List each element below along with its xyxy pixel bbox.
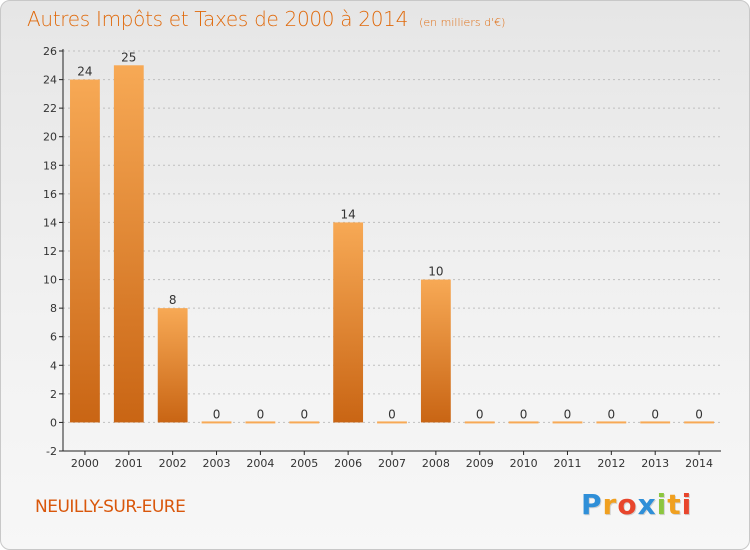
y-tick-label: 22 <box>43 102 57 115</box>
x-tick-label: 2003 <box>203 457 231 470</box>
data-label: 24 <box>77 65 92 79</box>
proxiti-logo: Proxiti <box>581 488 692 521</box>
data-label: 0 <box>651 407 659 421</box>
logo-letter: t <box>667 488 682 521</box>
data-label: 0 <box>520 407 528 421</box>
data-label: 0 <box>300 407 308 421</box>
y-tick-label: 8 <box>50 302 57 315</box>
y-tick-label: 20 <box>43 131 57 144</box>
y-tick-label: 18 <box>43 159 57 172</box>
data-label: 0 <box>213 407 221 421</box>
y-tick-label: 12 <box>43 245 57 258</box>
y-tick-label: 0 <box>50 416 57 429</box>
x-tick-label: 2005 <box>290 457 318 470</box>
data-label: 14 <box>340 207 355 221</box>
logo-letter: i <box>681 488 693 521</box>
y-tick-label: 24 <box>43 74 57 87</box>
data-label: 0 <box>695 407 703 421</box>
data-label: 10 <box>428 265 443 279</box>
data-label: 0 <box>564 407 572 421</box>
x-tick-label: 2013 <box>641 457 669 470</box>
bar <box>157 308 188 423</box>
data-label: 8 <box>169 293 177 307</box>
bar <box>201 421 232 424</box>
commune-name: NEUILLY-SUR-EURE <box>35 497 186 517</box>
y-tick-label: 4 <box>50 359 57 372</box>
y-tick-label: 26 <box>43 45 57 58</box>
x-tick-label: 2010 <box>510 457 538 470</box>
bar <box>113 65 144 423</box>
y-tick-label: 6 <box>50 331 57 344</box>
bar <box>289 421 320 424</box>
bar <box>640 421 671 424</box>
x-tick-label: 2001 <box>115 457 143 470</box>
y-tick-label: 14 <box>43 216 57 229</box>
logo-letter: P <box>581 488 603 521</box>
bar <box>420 279 451 423</box>
bars <box>70 65 714 424</box>
bar <box>377 421 407 424</box>
x-tick-label: 2008 <box>422 457 450 470</box>
x-tick-label: 2014 <box>685 457 713 470</box>
bar <box>508 421 539 424</box>
x-tick-label: 2012 <box>597 457 625 470</box>
bar <box>245 421 276 424</box>
x-tick-label: 2007 <box>378 457 406 470</box>
chart-title: Autres Impôts et Taxes de 2000 à 2014 (e… <box>27 7 505 31</box>
data-label: 25 <box>121 50 136 64</box>
axes <box>59 49 721 455</box>
bar <box>70 79 100 423</box>
x-tick-label: 2009 <box>466 457 494 470</box>
bar <box>552 421 583 424</box>
bar <box>464 421 495 424</box>
chart-title-unit: (en milliers d'€) <box>419 16 506 29</box>
y-tick-label: -2 <box>46 445 57 458</box>
data-label: 0 <box>476 407 484 421</box>
x-tick-label: 2006 <box>334 457 362 470</box>
bar <box>596 421 627 424</box>
y-tick-label: 16 <box>43 188 57 201</box>
labels: -202468101214161820222426242000252001820… <box>43 45 713 470</box>
y-tick-label: 2 <box>50 388 57 401</box>
logo-letter: x <box>637 488 657 521</box>
bar <box>684 421 714 424</box>
logo-letter: i <box>656 488 668 521</box>
x-tick-label: 2002 <box>159 457 187 470</box>
y-tick-label: 10 <box>43 274 57 287</box>
logo-letter: r <box>602 488 618 521</box>
data-label: 0 <box>388 407 396 421</box>
x-tick-label: 2000 <box>71 457 99 470</box>
logo-letter: o <box>617 488 638 521</box>
x-tick-label: 2011 <box>553 457 581 470</box>
bar <box>333 222 364 423</box>
chart-title-main: Autres Impôts et Taxes de 2000 à 2014 <box>27 7 408 31</box>
data-label: 0 <box>608 407 616 421</box>
x-tick-label: 2004 <box>246 457 274 470</box>
data-label: 0 <box>257 407 265 421</box>
